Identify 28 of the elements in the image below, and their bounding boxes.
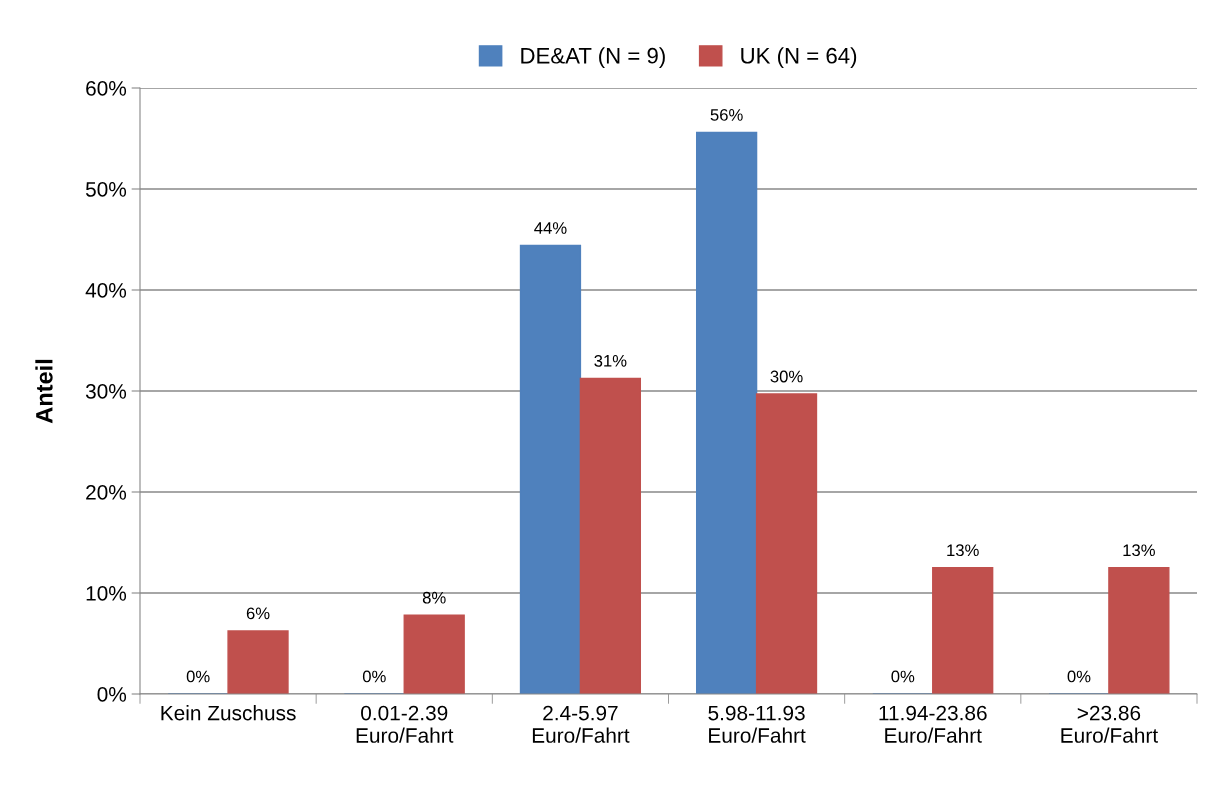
data-label: 0% bbox=[1067, 670, 1091, 683]
data-label: 0% bbox=[186, 670, 210, 683]
data-label: 13% bbox=[1123, 544, 1155, 557]
data-label: 56% bbox=[710, 109, 743, 121]
x-tick-label: 2.4-5.97 Euro/Fahrt bbox=[532, 705, 630, 743]
y-tick-label: 50% bbox=[85, 182, 127, 197]
data-label: 6% bbox=[246, 607, 270, 620]
y-axis-title: Anteil bbox=[35, 359, 53, 424]
x-tick-label: Kein Zuschuss bbox=[161, 705, 296, 721]
data-label: 13% bbox=[947, 544, 979, 557]
x-tick-label: 5.98-11.93 Euro/Fahrt bbox=[708, 705, 806, 743]
data-label: 30% bbox=[770, 370, 803, 383]
data-label: 44% bbox=[534, 222, 567, 234]
x-tick-label: 11.94-23.86 Euro/Fahrt bbox=[879, 705, 987, 743]
data-label: 31% bbox=[594, 354, 627, 367]
legend-label: DE&AT (N = 9) bbox=[521, 47, 665, 68]
data-label: 8% bbox=[422, 591, 446, 604]
y-tick-label: 0% bbox=[97, 687, 127, 702]
data-label: 0% bbox=[891, 670, 915, 683]
y-tick-label: 30% bbox=[85, 384, 127, 399]
y-tick-label: 60% bbox=[86, 81, 127, 96]
data-label: 0% bbox=[362, 670, 386, 683]
x-tick-label: 0.01-2.39 Euro/Fahrt bbox=[356, 705, 454, 743]
y-tick-label: 20% bbox=[86, 485, 127, 500]
y-tick-label: 40% bbox=[85, 283, 127, 298]
y-tick-label: 10% bbox=[86, 586, 127, 601]
legend-label: UK (N = 64) bbox=[741, 47, 857, 68]
x-tick-label: >23.86 Euro/Fahrt bbox=[1061, 705, 1158, 743]
